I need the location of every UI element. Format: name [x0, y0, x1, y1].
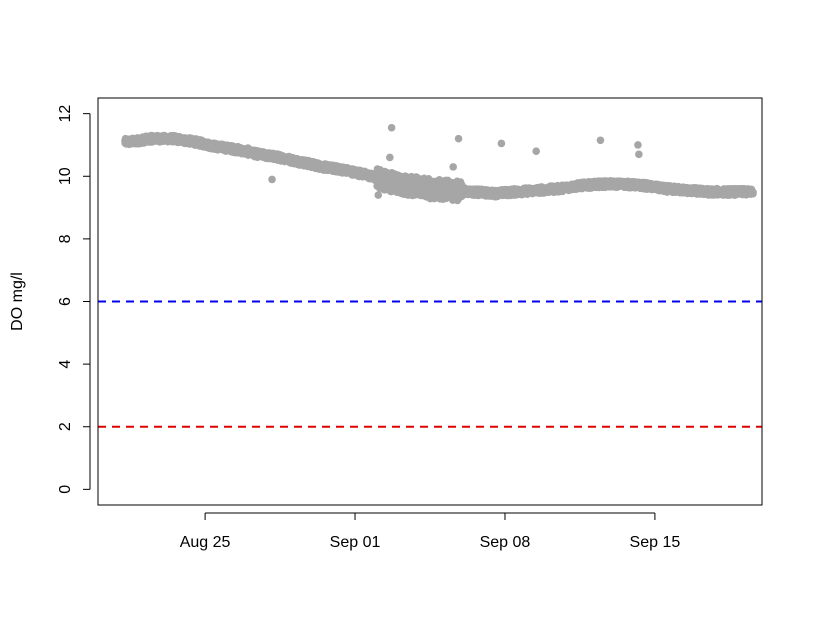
y-tick-label: 2 — [57, 422, 74, 431]
x-tick-label: Sep 01 — [330, 534, 381, 551]
outlier-point — [634, 141, 642, 149]
outlier-point — [387, 123, 396, 132]
y-tick-label: 12 — [57, 105, 74, 123]
y-axis: 0 2 4 6 8 10 12 — [57, 105, 91, 494]
x-tick-label: Aug 25 — [180, 534, 231, 551]
y-axis-label: DO mg/l — [9, 272, 26, 331]
outlier-point — [244, 144, 252, 152]
x-tick-label: Sep 15 — [630, 534, 681, 551]
data-point — [749, 188, 757, 196]
plot-frame — [97, 97, 763, 506]
outlier-point — [454, 134, 463, 143]
y-tick-label: 0 — [57, 485, 74, 494]
y-tick-label: 10 — [57, 167, 74, 185]
outlier-point — [532, 147, 540, 156]
points-layer — [121, 123, 757, 205]
y-tick-label: 6 — [57, 297, 74, 306]
outlier-point — [497, 139, 506, 148]
y-tick-label: 8 — [57, 234, 74, 243]
outlier-point — [635, 150, 643, 159]
outlier-point — [374, 191, 383, 199]
outlier-point — [268, 175, 276, 184]
x-axis: Aug 25 Sep 01 Sep 08 Sep 15 — [180, 512, 681, 551]
outlier-point — [449, 163, 458, 171]
y-tick-label: 4 — [57, 360, 74, 369]
outlier-point — [386, 153, 394, 162]
x-tick-label: Sep 08 — [480, 534, 531, 551]
reference-lines — [98, 300, 762, 428]
outlier-point — [596, 136, 605, 145]
